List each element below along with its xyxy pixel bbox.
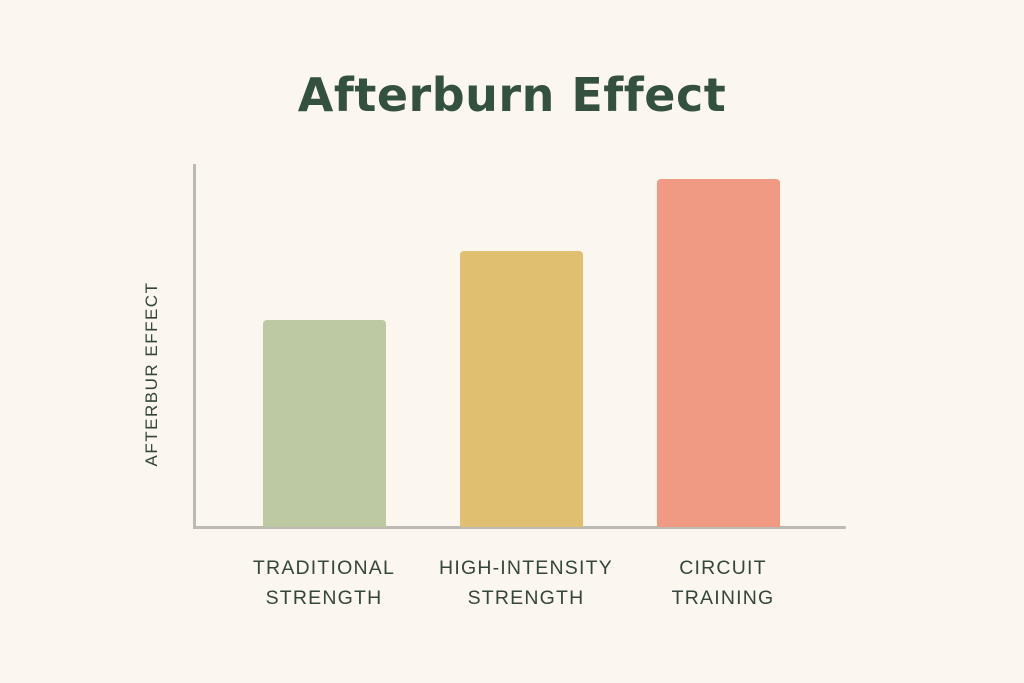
bar-high-intensity-strength [460, 251, 583, 527]
x-tick-label-line: CIRCUIT [679, 557, 767, 579]
x-tick-label-circuit-training: CIRCUIT TRAINING [623, 553, 823, 613]
y-axis-line [193, 164, 196, 529]
x-tick-label-traditional-strength: TRADITIONAL STRENGTH [224, 553, 424, 613]
x-axis-line [193, 526, 846, 529]
x-tick-label-line: TRADITIONAL [252, 557, 396, 579]
y-axis-label: AFTERBUR EFFECT [142, 281, 161, 467]
x-tick-label-line: HIGH-INTENSITY [439, 557, 613, 579]
x-tick-label-high-intensity-strength: HIGH-INTENSITY STRENGTH [426, 553, 626, 613]
x-tick-label-line: STRENGTH [265, 587, 383, 609]
chart-title: Afterburn Effect [297, 68, 727, 122]
bar-traditional-strength [263, 320, 386, 527]
x-tick-label-line: STRENGTH [467, 587, 585, 609]
bar-circuit-training [657, 179, 780, 527]
x-tick-label-line: TRAINING [671, 587, 775, 609]
